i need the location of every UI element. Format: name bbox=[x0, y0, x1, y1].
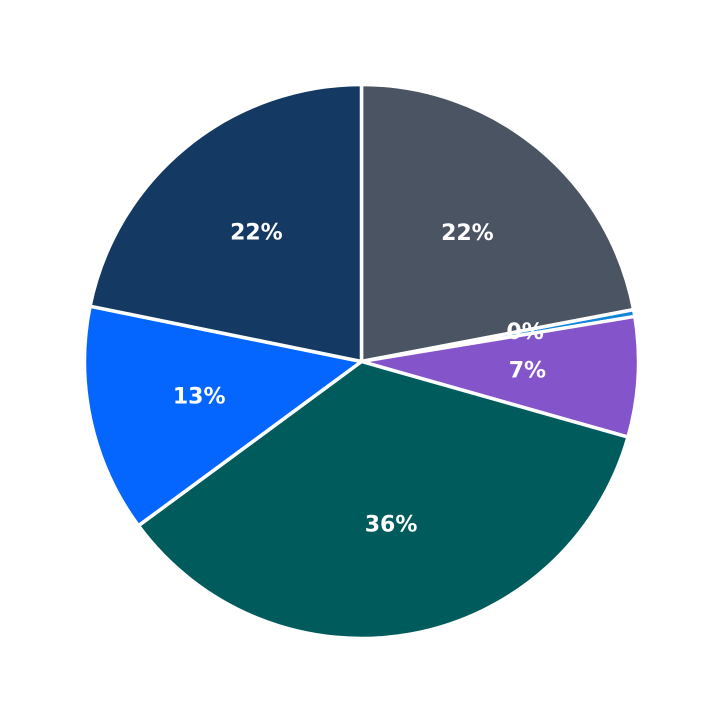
pie-slices bbox=[82, 82, 641, 641]
pie-slice-label: 7% bbox=[509, 358, 546, 383]
pie-slice-label: 13% bbox=[173, 385, 226, 410]
pie-slice bbox=[82, 304, 364, 528]
pie-slice bbox=[359, 314, 641, 439]
pie-slice bbox=[88, 82, 364, 364]
pie-slice-labels: 22% 0% 7% 36% 13% 22% bbox=[173, 220, 546, 537]
pie-slice bbox=[359, 82, 636, 364]
pie-slice-label: 0% bbox=[506, 320, 543, 345]
pie-slice bbox=[136, 359, 630, 641]
pie-slice-label: 36% bbox=[365, 513, 418, 538]
pie-slice-label: 22% bbox=[441, 221, 494, 246]
pie-slice-label: 22% bbox=[230, 220, 283, 245]
